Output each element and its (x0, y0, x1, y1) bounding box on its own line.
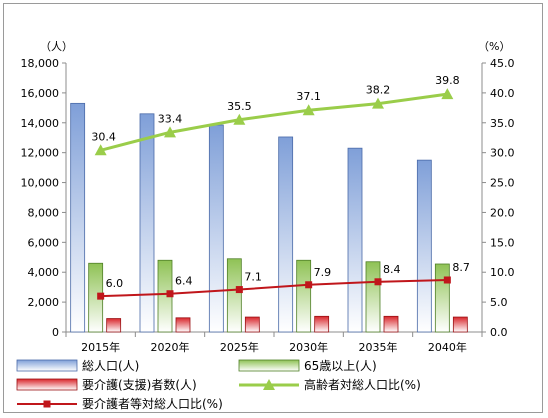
right-tick-label: 30.0 (490, 147, 515, 160)
bar-care-needed (452, 316, 468, 333)
x-tick-label: 2040年 (428, 340, 467, 354)
data-label-elderly-ratio: 35.5 (227, 100, 252, 113)
data-label-elderly-ratio: 30.4 (91, 130, 116, 143)
data-label-elderly-ratio: 39.8 (435, 74, 460, 87)
marker-care-ratio (166, 290, 174, 298)
legend-item-1-label: 65歳以上(人) (304, 359, 377, 373)
bar-care-needed (244, 316, 260, 333)
chart-frame: 0 2,000 4,000 6,000 8,000 10,000 12,000 14,000 1… (3, 3, 543, 413)
right-tick-label: 10.0 (490, 266, 515, 279)
marker-care-ratio (305, 281, 313, 289)
bar-total-population (347, 147, 363, 333)
data-label-care-ratio: 6.4 (175, 275, 193, 288)
right-tick-label: 20.0 (490, 206, 515, 219)
marker-elderly-ratio (94, 144, 107, 156)
marker-elderly-ratio (441, 88, 454, 100)
right-tick-label: 15.0 (490, 236, 515, 249)
legend-item-0-label: 総人口(人) (82, 359, 139, 373)
marker-elderly-ratio (302, 104, 315, 116)
bar-total-population (70, 102, 86, 333)
right-tick-label: 40.0 (490, 87, 515, 100)
left-axis-unit: （人） (40, 40, 73, 53)
bar-care-needed (106, 318, 122, 333)
line-elderly-ratio (100, 92, 448, 152)
right-tick-label: 35.0 (490, 117, 515, 130)
legend-item-1-swatch (238, 359, 300, 372)
left-tick-label: 6,000 (28, 236, 60, 249)
right-tick-label: 0.0 (490, 326, 508, 339)
data-label-elderly-ratio: 33.4 (158, 112, 183, 125)
line-care-ratio (100, 278, 448, 298)
left-tick-label: 18,000 (21, 57, 60, 70)
left-tick-label: 0 (52, 326, 59, 339)
data-label-care-ratio: 8.7 (452, 261, 470, 274)
marker-elderly-ratio (164, 126, 176, 138)
left-tick-label: 2,000 (28, 296, 60, 309)
left-tick-label: 10,000 (21, 177, 60, 190)
legend-item-4-marker (43, 400, 51, 408)
bar-age65-plus (296, 259, 312, 333)
left-tick-label: 12,000 (21, 147, 60, 160)
left-tick-label: 14,000 (21, 117, 60, 130)
data-label-care-ratio: 8.4 (383, 263, 401, 276)
bar-total-population (208, 124, 224, 333)
bar-total-population (278, 136, 294, 333)
data-label-elderly-ratio: 38.2 (366, 84, 391, 97)
data-label-elderly-ratio: 37.1 (296, 90, 321, 103)
legend-item-2-label: 要介護(支援)者数(人) (82, 377, 197, 392)
left-tick-label: 16,000 (21, 87, 60, 100)
marker-care-ratio (97, 292, 105, 300)
x-tick-label: 2015年 (81, 340, 120, 354)
bar-age65-plus (434, 263, 450, 333)
chart: 0 2,000 4,000 6,000 8,000 10,000 12,000 14,000 1… (16, 40, 515, 411)
right-tick-label: 25.0 (490, 177, 515, 190)
marker-care-ratio (374, 278, 382, 286)
data-label-care-ratio: 6.0 (106, 277, 124, 290)
legend-item-2-swatch (16, 378, 78, 391)
left-tick-label: 4,000 (28, 266, 60, 279)
data-label-care-ratio: 7.9 (314, 266, 332, 279)
marker-elderly-ratio (233, 113, 246, 125)
bar-total-population (139, 113, 155, 333)
right-tick-label: 45.0 (490, 57, 515, 70)
right-tick-label: 5.0 (490, 296, 508, 309)
legend-item-3-label: 高齢者対総人口比(%) (304, 377, 421, 392)
legend-item-3-marker (263, 379, 275, 390)
x-tick-label: 2025年 (220, 340, 259, 354)
bar-care-needed (314, 315, 330, 333)
x-tick-label: 2035年 (359, 340, 398, 354)
bar-care-needed (175, 317, 191, 333)
x-tick-label: 2020年 (151, 340, 190, 354)
marker-care-ratio (235, 286, 243, 294)
bar-age65-plus (226, 258, 242, 333)
bar-care-needed (383, 315, 399, 333)
bar-total-population (416, 159, 432, 333)
legend-item-0-swatch (16, 359, 78, 372)
bar-age65-plus (365, 261, 381, 333)
x-tick-label: 2030年 (289, 340, 328, 354)
data-label-care-ratio: 7.1 (244, 271, 261, 284)
left-tick-label: 8,000 (28, 206, 60, 219)
right-axis-unit: （%） (478, 40, 510, 53)
legend-item-4-label: 要介護者等対総人口比(%) (82, 396, 223, 411)
marker-elderly-ratio (372, 97, 384, 109)
marker-care-ratio (443, 276, 451, 284)
